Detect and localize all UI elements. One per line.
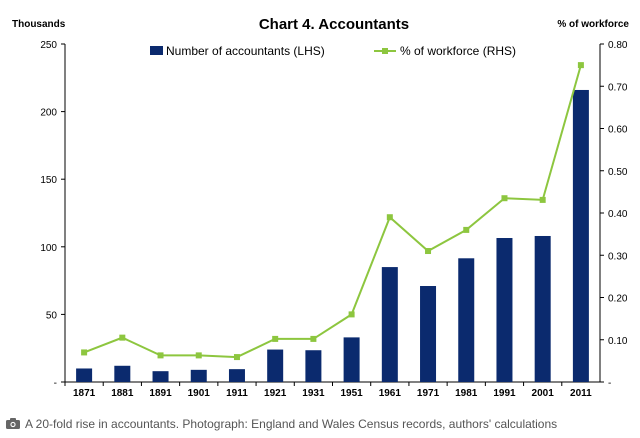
chart: Chart 4. Accountants Thousands % of work… [12, 16, 629, 399]
line-point-1921 [272, 335, 279, 342]
right-tick-label-4: 0.40 [608, 209, 628, 220]
camera-icon [6, 418, 20, 429]
left-tick-label-4: 200 [40, 108, 57, 119]
line-point-1911 [233, 354, 240, 361]
line-point-1871 [81, 349, 88, 356]
legend: Number of accountants (LHS) % of workfor… [150, 44, 516, 58]
bar-1881 [114, 365, 131, 382]
right-tick-label-7: 0.70 [608, 82, 628, 93]
line-point-1991 [501, 195, 508, 202]
bar-1961 [381, 267, 398, 382]
right-tick-label-0: - [608, 378, 611, 389]
bar-1991 [496, 238, 513, 382]
x-tick-label-1981: 1981 [455, 388, 478, 399]
right-tick-label-6: 0.60 [608, 125, 628, 136]
legend-label-bars: Number of accountants (LHS) [166, 44, 325, 58]
bar-2001 [534, 235, 551, 382]
bar-1871 [76, 368, 93, 382]
bar-1901 [190, 369, 207, 382]
line-point-1881 [119, 334, 126, 341]
left-tick-label-0: - [54, 378, 57, 389]
x-tick-label-1881: 1881 [111, 388, 134, 399]
left-tick-label-1: 50 [46, 310, 58, 321]
x-tick-label-1951: 1951 [340, 388, 363, 399]
right-tick-label-2: 0.20 [608, 294, 628, 305]
x-tick-label-1961: 1961 [379, 388, 402, 399]
x-tick-label-1891: 1891 [149, 388, 172, 399]
x-tick-label-1921: 1921 [264, 388, 287, 399]
line-point-1901 [195, 352, 202, 359]
line-point-1961 [386, 214, 393, 221]
bar-2011 [572, 89, 589, 382]
x-tick-label-1931: 1931 [302, 388, 325, 399]
caption: A 20-fold rise in accountants. Photograp… [6, 414, 634, 434]
bar-1921 [267, 349, 284, 382]
right-tick-label-3: 0.30 [608, 251, 628, 262]
line-series [81, 62, 584, 361]
left-axis-label: Thousands [12, 19, 66, 30]
x-tick-label-1971: 1971 [417, 388, 440, 399]
line-point-1981 [463, 226, 470, 233]
line-point-1931 [310, 335, 317, 342]
x-axis-labels: 1871 1881 1891 1901 1911 1921 1931 1951 1961 1971… [64, 382, 592, 399]
right-axis-label: % of workforce [557, 19, 629, 30]
legend-swatch-bars [150, 46, 163, 55]
line-point-1891 [157, 352, 164, 359]
x-tick-label-1871: 1871 [73, 388, 96, 399]
legend-label-line: % of workforce (RHS) [400, 44, 516, 58]
bar-1911 [228, 369, 245, 382]
bar-1971 [420, 286, 437, 382]
line-point-2011 [577, 62, 584, 69]
x-tick-label-1991: 1991 [493, 388, 516, 399]
right-tick-label-8: 0.80 [608, 40, 628, 51]
right-tick-label-1: 0.10 [608, 336, 628, 347]
chart-title: Chart 4. Accountants [259, 16, 409, 33]
bar-1981 [458, 258, 475, 382]
bar-1891 [152, 371, 169, 382]
left-tick-label-2: 100 [40, 243, 57, 254]
line-point-1971 [425, 248, 432, 255]
x-tick-label-2001: 2001 [532, 388, 555, 399]
caption-text: A 20-fold rise in accountants. Photograp… [25, 417, 558, 431]
workforce-line [83, 64, 582, 359]
left-tick-label-3: 150 [40, 175, 57, 186]
line-point-1951 [348, 311, 355, 318]
left-tick-label-5: 250 [40, 40, 57, 51]
legend-swatch-marker [382, 48, 388, 54]
x-tick-label-1901: 1901 [188, 388, 211, 399]
x-tick-label-1911: 1911 [226, 388, 248, 399]
bar-series [76, 89, 589, 382]
chart-svg: Chart 4. Accountants Thousands % of work… [12, 16, 629, 399]
x-tick-label-2011: 2011 [570, 388, 592, 399]
right-tick-label-5: 0.50 [608, 167, 628, 178]
bar-1951 [343, 337, 360, 382]
line-point-2001 [539, 196, 546, 203]
bar-1931 [305, 350, 322, 382]
